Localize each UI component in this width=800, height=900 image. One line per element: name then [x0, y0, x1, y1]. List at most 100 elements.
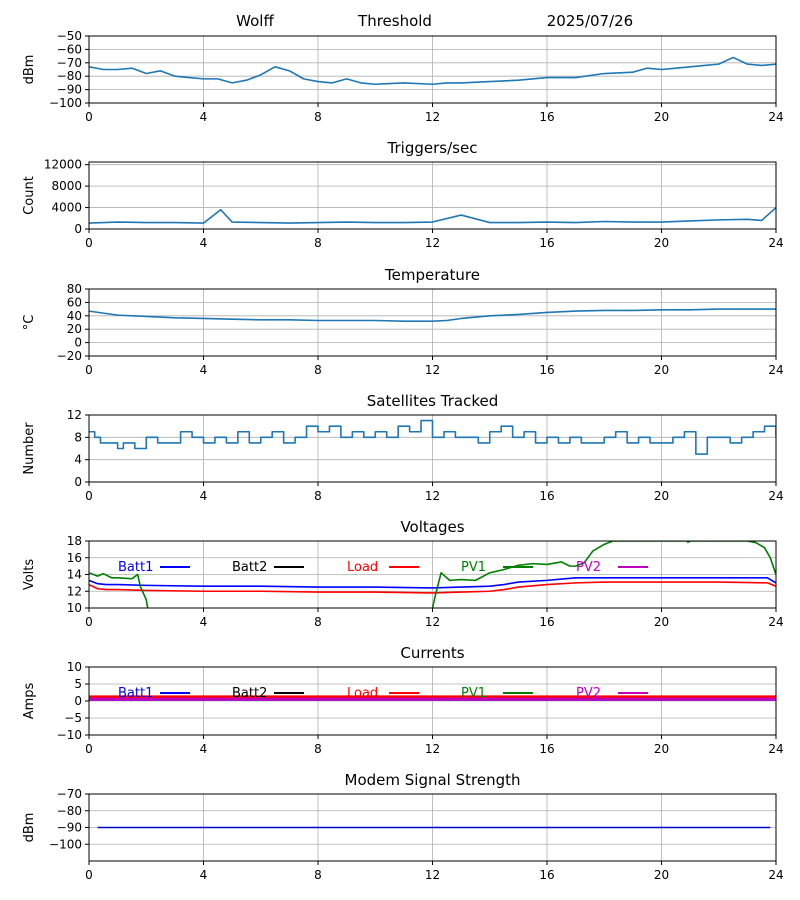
x-tick-label: 16	[539, 742, 554, 756]
legend-label-pv2: PV2	[576, 560, 601, 575]
x-tick-label: 16	[539, 236, 554, 250]
y-axis-label: dBm	[22, 55, 37, 85]
x-tick-label: 20	[654, 868, 669, 882]
y-tick-label: 4	[74, 453, 82, 467]
y-tick-label: 20	[67, 322, 82, 336]
x-tick-label: 12	[425, 236, 440, 250]
y-tick-label: −5	[64, 711, 82, 725]
x-tick-label: 8	[314, 236, 322, 250]
x-tick-label: 8	[314, 615, 322, 629]
x-tick-label: 24	[768, 363, 783, 377]
legend-label-load: Load	[347, 560, 378, 575]
legend-label-load: Load	[347, 686, 378, 701]
x-tick-label: 0	[85, 868, 93, 882]
x-tick-label: 12	[425, 742, 440, 756]
panel-title: Triggers/sec	[387, 139, 478, 157]
y-tick-label: −100	[49, 96, 82, 110]
x-tick-label: 4	[200, 868, 208, 882]
x-tick-label: 12	[425, 615, 440, 629]
product-name: Threshold	[357, 12, 432, 30]
panel-modem: 0 4 8 12 16 20 24 −100 −90 −80 −70 Modem Signal Str…	[22, 771, 784, 882]
x-tick-label: 24	[768, 868, 783, 882]
x-tick-label: 12	[425, 489, 440, 503]
y-tick-label: −20	[57, 349, 82, 363]
x-tick-label: 16	[539, 363, 554, 377]
x-tick-label: 12	[425, 363, 440, 377]
series-line-temperature-0	[89, 308, 776, 322]
y-tick-label: −80	[57, 804, 82, 818]
x-tick-label: 0	[85, 236, 93, 250]
panel-voltages: Batt1 Batt2 Load PV1 PV2 0 4 8 12 16 20 24 10 12 14 16 1…	[22, 518, 784, 629]
panel-title: Modem Signal Strength	[345, 771, 521, 789]
y-axis-label: Number	[22, 422, 37, 475]
y-tick-label: −80	[57, 69, 82, 83]
series-line-triggers-0	[89, 206, 776, 224]
y-tick-label: 60	[67, 295, 82, 309]
legend-label-batt1: Batt1	[118, 686, 153, 701]
x-tick-label: 20	[654, 489, 669, 503]
panel-threshold: 0 4 8 12 16 20 24 −100−90−80−70−60−50 dBm	[22, 29, 784, 124]
legend-label-pv1: PV1	[461, 686, 486, 701]
x-tick-label: 0	[85, 742, 93, 756]
panel-satellites: 0 4 8 12 16 20 24 0 4 8 12 Satellites Tracked Number	[22, 392, 784, 503]
y-tick-label: 12000	[44, 158, 82, 172]
x-tick-label: 24	[768, 110, 783, 124]
legend-label-pv2: PV2	[576, 686, 601, 701]
x-tick-label: 8	[314, 868, 322, 882]
x-tick-label: 24	[768, 236, 783, 250]
y-tick-label: 8	[74, 430, 82, 444]
x-tick-label: 8	[314, 363, 322, 377]
y-tick-label: −100	[49, 837, 82, 851]
x-tick-label: 16	[539, 489, 554, 503]
x-tick-label: 8	[314, 110, 322, 124]
y-tick-label: 12	[67, 408, 82, 422]
series-line-voltages-3	[431, 541, 776, 608]
legend-label-pv1: PV1	[461, 560, 486, 575]
x-tick-label: 4	[200, 110, 208, 124]
x-tick-label: 16	[539, 868, 554, 882]
y-tick-label: −50	[57, 29, 82, 43]
y-tick-label: 18	[67, 534, 82, 548]
x-tick-label: 4	[200, 236, 208, 250]
y-axis-label: Volts	[22, 559, 37, 591]
x-tick-label: 20	[654, 363, 669, 377]
series-line-threshold-0	[89, 56, 776, 86]
y-tick-label: 10	[67, 601, 82, 615]
y-tick-label: 12	[67, 584, 82, 598]
x-tick-label: 24	[768, 615, 783, 629]
legend-label-batt2: Batt2	[232, 560, 267, 575]
x-tick-label: 0	[85, 363, 93, 377]
y-tick-label: 5	[74, 677, 82, 691]
y-tick-label: 14	[67, 568, 82, 582]
x-tick-label: 4	[200, 615, 208, 629]
x-tick-label: 0	[85, 110, 93, 124]
panel-title: Currents	[400, 644, 464, 662]
x-tick-label: 20	[654, 236, 669, 250]
y-tick-label: 8000	[51, 179, 82, 193]
panel-title: Satellites Tracked	[367, 392, 498, 410]
legend-label-batt2: Batt2	[232, 686, 267, 701]
legend-label-batt1: Batt1	[118, 560, 153, 575]
y-tick-label: −70	[57, 56, 82, 70]
y-tick-label: −70	[57, 787, 82, 801]
x-tick-label: 20	[654, 615, 669, 629]
x-tick-label: 16	[539, 110, 554, 124]
y-tick-label: 80	[67, 282, 82, 296]
y-tick-label: 0	[74, 336, 82, 350]
x-tick-label: 12	[425, 868, 440, 882]
panel-triggers: 0 4 8 12 16 20 24 0 4000 8000 12000 Triggers/sec Cou…	[22, 139, 784, 250]
y-axis-label: Count	[22, 176, 37, 215]
x-tick-label: 12	[425, 110, 440, 124]
y-tick-label: −60	[57, 42, 82, 56]
panel-title: Temperature	[384, 266, 480, 284]
y-tick-label: 0	[74, 222, 82, 236]
y-tick-label: 0	[74, 694, 82, 708]
x-tick-label: 0	[85, 615, 93, 629]
x-tick-label: 16	[539, 615, 554, 629]
report-date: 2025/07/26	[547, 12, 633, 30]
x-tick-label: 0	[85, 489, 93, 503]
y-axis-label: dBm	[22, 813, 37, 843]
x-tick-label: 24	[768, 489, 783, 503]
